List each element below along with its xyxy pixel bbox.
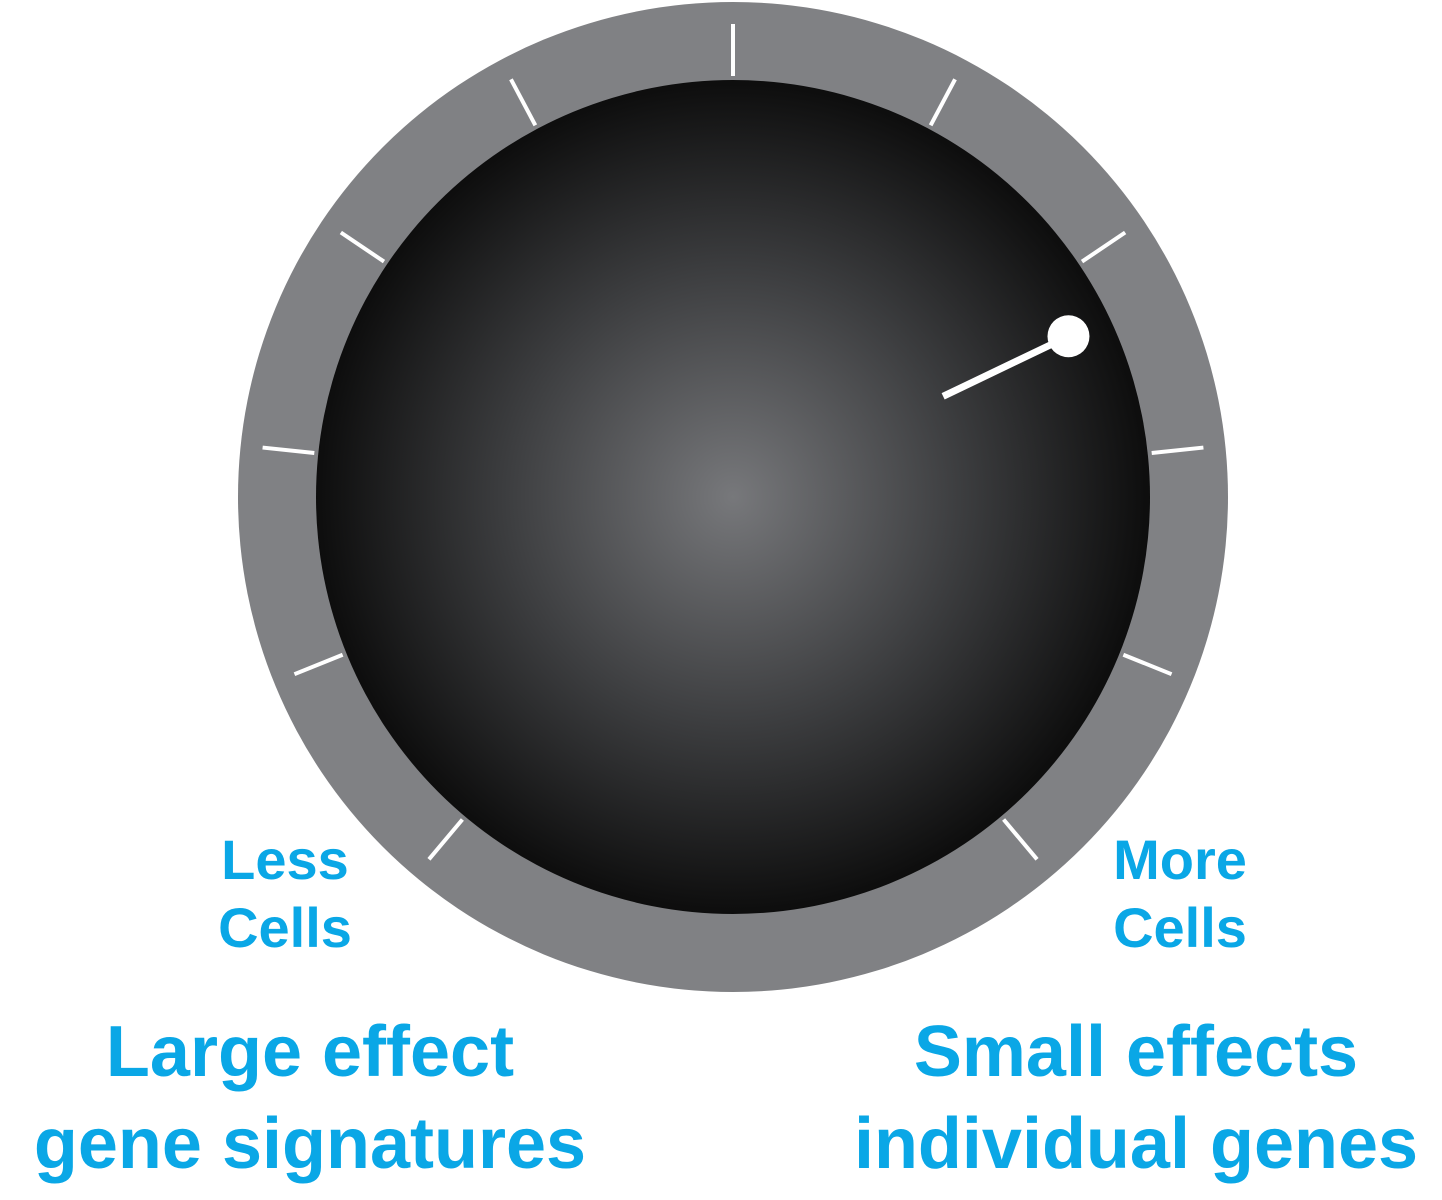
small-effects-line-1: Small effects	[913, 1012, 1359, 1092]
small-effects-label: Small effects individual genes	[836, 1016, 1436, 1200]
more-cells-line-1: More	[1113, 828, 1247, 891]
dial-tick-mark	[427, 818, 464, 861]
dial-pointer-line	[941, 333, 1070, 400]
large-effect-label: Large effect gene signatures	[10, 1016, 610, 1200]
dial-tick-mark	[509, 78, 538, 127]
dial-pointer[interactable]	[941, 315, 1090, 400]
more-cells-line-2: Cells	[1113, 896, 1247, 959]
small-effects-line-2: individual genes	[853, 1104, 1419, 1184]
dial-tick-mark	[1151, 445, 1204, 455]
dial-tick-mark	[928, 78, 957, 127]
dial-tick-mark	[1080, 230, 1127, 264]
dial-tick-mark	[1122, 652, 1173, 677]
dial-tick-mark	[339, 230, 386, 264]
more-cells-label: More Cells	[1095, 832, 1265, 968]
dial-tick-mark	[262, 445, 315, 455]
dial-tick-mark	[1002, 818, 1039, 861]
dial-pointer-tip[interactable]	[1047, 315, 1090, 358]
less-cells-line-1: Less	[221, 828, 349, 891]
dial-tick-mark	[293, 652, 344, 677]
large-effect-line-2: gene signatures	[33, 1104, 587, 1184]
dial-knob[interactable]	[316, 80, 1150, 914]
less-cells-label: Less Cells	[200, 832, 370, 968]
dial-tick-marks	[262, 24, 1204, 861]
less-cells-line-2: Cells	[218, 896, 352, 959]
large-effect-line-1: Large effect	[105, 1012, 515, 1092]
